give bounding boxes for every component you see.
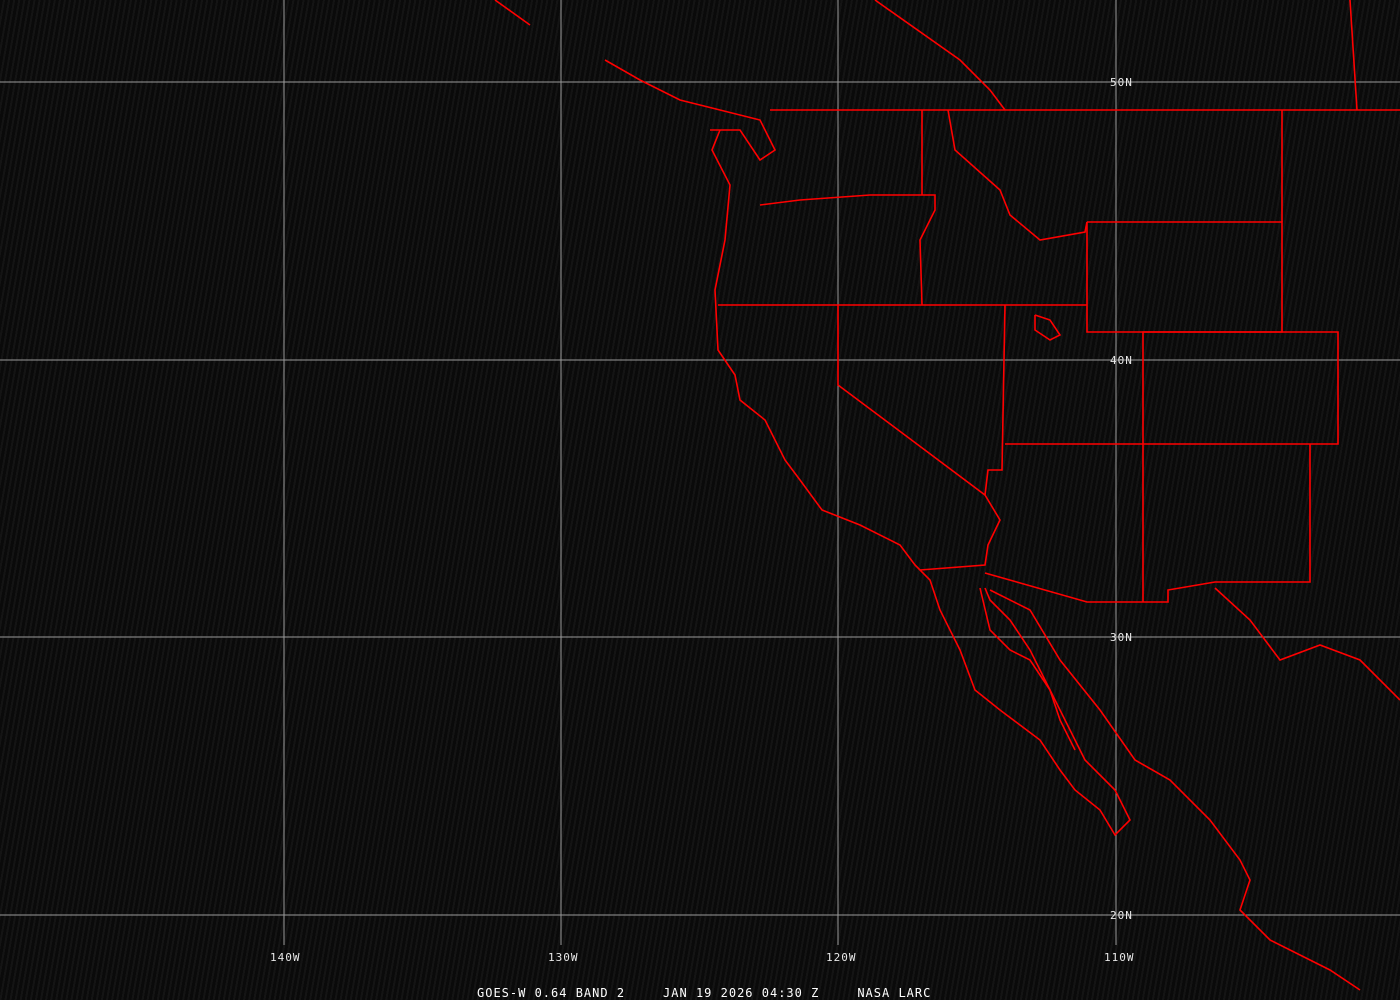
- puget-sound-coast: [604, 59, 777, 162]
- great-salt-lake: [1034, 314, 1062, 341]
- lat-label-20n: 20N: [1110, 909, 1133, 922]
- bc-coast: [494, 0, 531, 26]
- id-mt-border: [947, 109, 1088, 241]
- lon-label-130w: 130W: [548, 951, 579, 964]
- gulf-east-coastline: [989, 589, 1361, 991]
- bc-alberta-border: [874, 0, 1006, 111]
- political-boundaries: [494, 0, 1400, 991]
- lat-label-50n: 50N: [1110, 76, 1133, 89]
- ca-nv-border: [837, 304, 1006, 497]
- satellite-band: GOES-W 0.64 BAND 2: [477, 986, 626, 1000]
- baja-inner-coast: [979, 587, 1076, 751]
- lon-label-110w: 110W: [1104, 951, 1135, 964]
- image-caption: GOES-W 0.64 BAND 2 JAN 19 2026 04:30 Z NAS…: [477, 986, 969, 1000]
- ut-co-border: [1005, 331, 1339, 602]
- mexico-border-coast: [1214, 587, 1400, 701]
- lat-lon-grid: [0, 0, 1400, 945]
- alberta-sask-border: [1349, 0, 1358, 111]
- nv-az-ca-border: [919, 494, 1001, 571]
- lat-label-30n: 30N: [1110, 631, 1133, 644]
- pacific-coastline: [711, 129, 1131, 837]
- lon-label-140w: 140W: [270, 951, 301, 964]
- source-credit: NASA LARC: [857, 986, 932, 1000]
- lat-label-40n: 40N: [1110, 354, 1133, 367]
- timestamp: JAN 19 2026 04:30 Z: [663, 986, 820, 1000]
- wa-or-border: [759, 194, 936, 306]
- nm-border: [984, 444, 1311, 603]
- lon-label-120w: 120W: [826, 951, 857, 964]
